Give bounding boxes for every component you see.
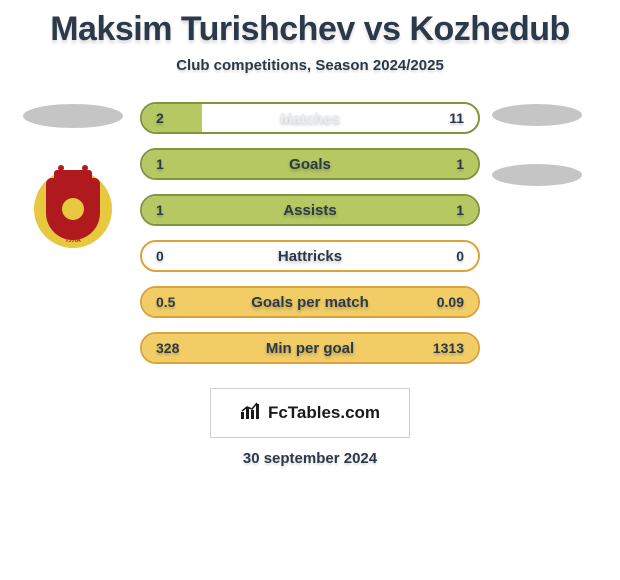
- stat-value-left: 0: [156, 248, 164, 264]
- chart-icon: [240, 402, 262, 425]
- footer-date: 30 september 2024: [0, 450, 620, 467]
- stats-column: 2Matches111Goals11Assists10Hattricks00.5…: [140, 102, 480, 364]
- stat-label: Matches: [280, 110, 340, 127]
- player-silhouette-right-2: [492, 164, 582, 186]
- stat-bar: 0 Hattricks 0: [140, 240, 480, 272]
- badge-inner: АРСЕНАЛ ТУЛА: [34, 170, 112, 248]
- comparison-infographic: Maksim Turishchev vs Kozhedub Club compe…: [0, 0, 620, 477]
- stat-bar: 2 Matches 11: [140, 102, 480, 134]
- stat-bar: 1 Assists 1: [140, 194, 480, 226]
- stat-value-right: 1313: [433, 340, 464, 356]
- footer-site: FcTables.com: [268, 403, 380, 423]
- club-badge-left: АРСЕНАЛ ТУЛА: [30, 166, 116, 252]
- stat-bar: 0.5 Goals per match 0.09: [140, 286, 480, 318]
- stat-value-right: 0.09: [437, 294, 464, 310]
- page-title: Maksim Turishchev vs Kozhedub: [0, 10, 620, 49]
- badge-text-bottom: ТУЛА: [65, 238, 81, 244]
- stat-value-left: 1: [156, 156, 164, 172]
- stat-value-right: 1: [456, 202, 464, 218]
- stat-label: Min per goal: [266, 340, 354, 357]
- badge-center: [62, 198, 84, 220]
- stat-bar: 1 Goals 1: [140, 148, 480, 180]
- stat-value-left: 2: [156, 110, 164, 126]
- left-player-column: АРСЕНАЛ ТУЛА: [18, 102, 128, 252]
- stat-value-right: 1: [456, 156, 464, 172]
- stat-label: Goals per match: [251, 294, 369, 311]
- badge-crown: [54, 170, 92, 184]
- player-silhouette-left: [23, 104, 123, 128]
- player-silhouette-right-1: [492, 104, 582, 126]
- stat-label: Assists: [283, 202, 336, 219]
- stat-value-right: 0: [456, 248, 464, 264]
- comparison-area: АРСЕНАЛ ТУЛА 2Matches111Goals11Assists10…: [0, 102, 620, 364]
- footer-logo: FcTables.com: [210, 388, 410, 438]
- stat-value-right: 11: [449, 110, 464, 126]
- stat-value-left: 1: [156, 202, 164, 218]
- stat-fill: [142, 104, 202, 132]
- stat-value-left: 328: [156, 340, 179, 356]
- stat-label: Goals: [289, 156, 331, 173]
- subtitle: Club competitions, Season 2024/2025: [0, 57, 620, 74]
- stat-bar: 328 Min per goal 1313: [140, 332, 480, 364]
- stat-value-left: 0.5: [156, 294, 175, 310]
- badge-shield: [46, 178, 100, 240]
- stat-label: Hattricks: [278, 248, 342, 265]
- right-player-column: [492, 102, 602, 186]
